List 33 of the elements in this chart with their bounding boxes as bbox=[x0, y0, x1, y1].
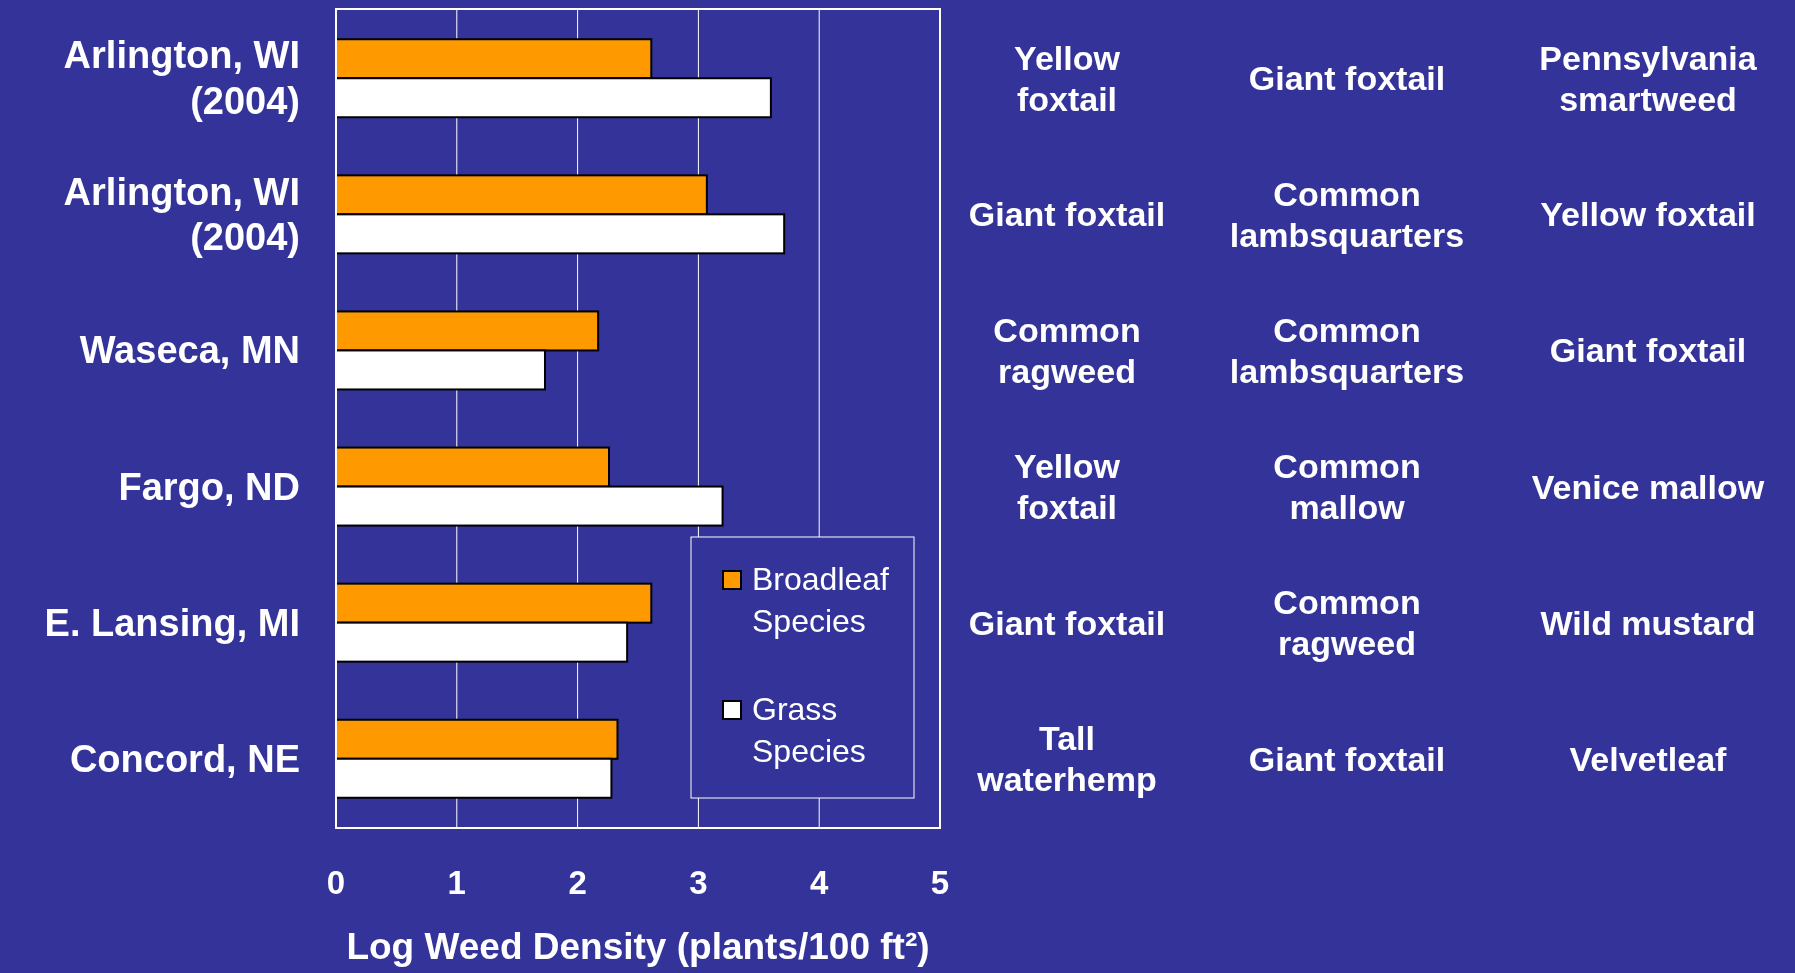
text: Yellow foxtail bbox=[1014, 447, 1121, 526]
text: Yellow foxtail bbox=[1540, 195, 1756, 234]
text: Yellow foxtail bbox=[1014, 38, 1121, 118]
y-tick-label: Fargo, ND bbox=[118, 465, 300, 508]
x-tick-label: 1 bbox=[447, 863, 466, 901]
y-tick-label: Waseca, MN bbox=[79, 329, 300, 372]
text: Common ragweed bbox=[1273, 583, 1421, 663]
text: Common ragweed bbox=[993, 311, 1141, 390]
y-tick-label: E. Lansing, MI bbox=[44, 601, 300, 644]
x-axis-title: Log Weed Density (plants/100 ft²) bbox=[346, 925, 930, 967]
text: Common mallow bbox=[1273, 447, 1421, 526]
text: Giant foxtail bbox=[1549, 331, 1747, 370]
y-tick-label: Arlington, WI (2004) bbox=[63, 170, 300, 259]
y-tick-label: Arlington, WI (2004) bbox=[63, 34, 300, 123]
text: Pennsylvania smartweed bbox=[1539, 38, 1758, 118]
x-tick-label: 4 bbox=[810, 863, 830, 901]
text: Giant foxtail bbox=[968, 603, 1166, 642]
x-tick-label: 2 bbox=[568, 863, 587, 901]
x-tick-label: 3 bbox=[689, 863, 708, 901]
text: Tall waterhemp bbox=[976, 719, 1157, 799]
text: Common lambsquarters bbox=[1229, 311, 1465, 390]
text: Giant foxtail bbox=[1248, 739, 1446, 778]
text: Velvetleaf bbox=[1569, 739, 1728, 778]
x-tick-label: 5 bbox=[930, 863, 950, 901]
legend-label: Grass Species bbox=[752, 691, 866, 769]
text: Venice mallow bbox=[1531, 467, 1765, 506]
text: Giant foxtail bbox=[1248, 59, 1446, 98]
text: Wild mustard bbox=[1540, 603, 1756, 642]
text: Common lambsquarters bbox=[1229, 174, 1465, 254]
x-tick-label: 0 bbox=[326, 863, 346, 901]
text: Giant foxtail bbox=[968, 195, 1166, 234]
y-tick-label: Concord, NE bbox=[69, 737, 300, 780]
legend-label: Broadleaf Species bbox=[752, 561, 890, 639]
